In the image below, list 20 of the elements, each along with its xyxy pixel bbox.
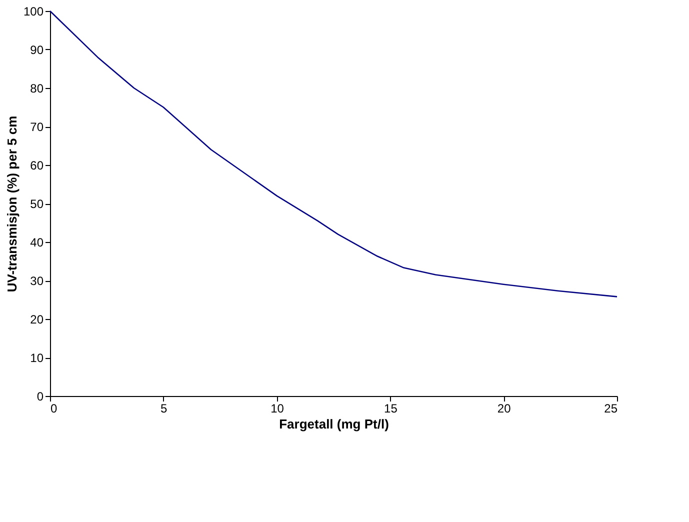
x-tick-label: 20 <box>497 402 512 416</box>
y-tick-label: 100 <box>23 4 44 18</box>
x-tick-label: 25 <box>604 402 618 416</box>
y-tick-label: 50 <box>30 197 44 211</box>
y-tick-label: 20 <box>30 312 44 326</box>
x-tick-label: 15 <box>384 402 398 416</box>
y-axis-title: UV-transmisjon (%) per 5 cm <box>4 116 20 292</box>
y-tick-label: 80 <box>30 82 44 96</box>
line-series <box>49 10 618 298</box>
y-tick-label: 40 <box>30 236 44 250</box>
y-tick-label: 0 <box>36 390 44 404</box>
y-tick-label: 10 <box>30 351 44 365</box>
y-tick-label: 60 <box>30 158 44 172</box>
x-tick-label: 0 <box>50 402 58 416</box>
x-tick-label: 10 <box>270 402 284 416</box>
y-tick-label: 70 <box>30 120 44 134</box>
x-tick-label: 5 <box>160 402 168 416</box>
y-tick-label: 90 <box>30 43 44 57</box>
y-tick-label: 30 <box>30 274 44 288</box>
x-axis-title: Fargetall (mg Pt/l) <box>279 416 389 432</box>
